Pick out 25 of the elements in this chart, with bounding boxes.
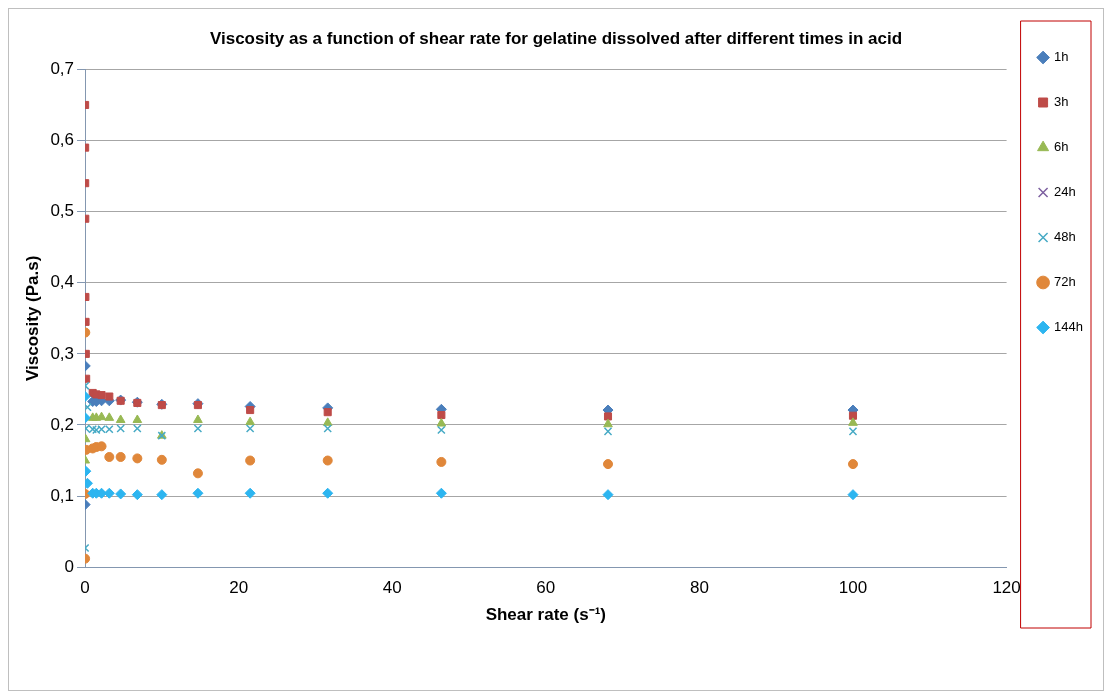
- legend-label: 1h: [1054, 49, 1069, 65]
- y-tick-label: 0: [64, 556, 75, 576]
- y-tick-label: 0,7: [50, 59, 75, 79]
- y-axis-title: Viscosity (Pa.s): [22, 255, 42, 381]
- y-tick-label: 0,3: [50, 343, 75, 363]
- y-tick-label: 0,6: [50, 130, 75, 150]
- y-tick-label: 0,5: [50, 201, 75, 221]
- y-tick-label: 0,4: [50, 272, 75, 292]
- legend-label: 72h: [1054, 274, 1076, 290]
- x-tick-label: 60: [536, 578, 556, 598]
- legend-label: 144h: [1054, 319, 1083, 335]
- legend-label: 48h: [1054, 229, 1076, 245]
- y-tick-label: 0,2: [50, 414, 75, 434]
- chart-title: Viscosity as a function of shear rate for gelatine dissolved after different times in acid: [209, 28, 903, 48]
- legend-label: 24h: [1054, 184, 1076, 200]
- x-axis-title: Shear rate (s⁻¹): [485, 605, 606, 625]
- x-tick-label: 0: [80, 578, 90, 598]
- x-tick-label: 20: [229, 578, 249, 598]
- x-tick-label: 100: [838, 578, 868, 598]
- y-tick-label: 0,1: [50, 485, 75, 505]
- x-tick-label: 80: [689, 578, 709, 598]
- legend-label: 3h: [1054, 94, 1069, 110]
- x-tick-label: 40: [382, 578, 402, 598]
- legend-label: 6h: [1054, 139, 1069, 155]
- x-tick-label: 120: [992, 578, 1021, 598]
